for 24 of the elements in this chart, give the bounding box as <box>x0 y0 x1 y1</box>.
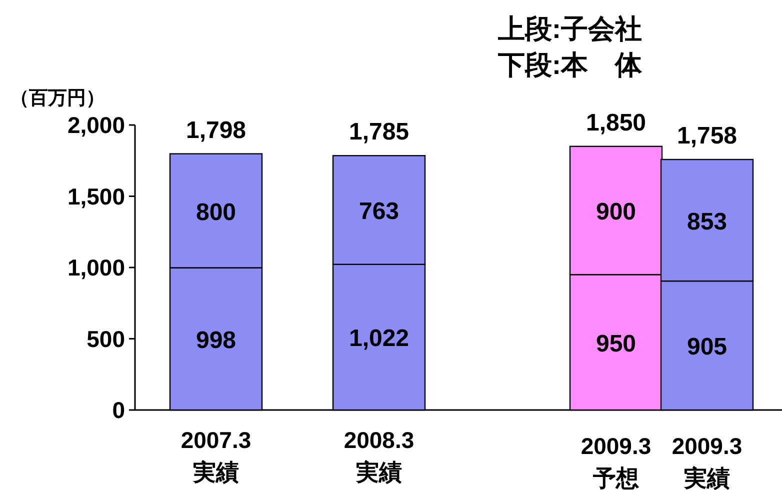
y-tick-label: 1,500 <box>67 183 125 210</box>
x-tick-label: 2007.3 実績 <box>180 427 252 485</box>
total-label: 1,850 <box>586 109 646 136</box>
text: 上段:子会社 <box>497 14 642 44</box>
x-tick-label: 2009.3 予想 <box>580 433 652 490</box>
data-label: 950 <box>596 330 636 358</box>
y-tick-label: 500 <box>86 326 125 352</box>
y-tick-label: 0 <box>112 397 125 423</box>
data-label: 800 <box>196 198 236 226</box>
total-label: 1,758 <box>676 122 738 150</box>
data-label: 905 <box>686 334 728 361</box>
data-label: 900 <box>596 198 636 226</box>
y-tick-label: 1,000 <box>67 254 125 280</box>
data-label: 853 <box>686 208 728 236</box>
y-axis-title: （百万円） <box>10 88 105 109</box>
total-label: 1,785 <box>348 118 410 146</box>
data-label: 763 <box>358 198 400 225</box>
x-tick-label: 2008.3 実績 <box>344 427 414 485</box>
x-tick-label: 2009.3 実績 <box>672 433 742 490</box>
text: 下段:本 体 <box>497 50 643 80</box>
total-label: 1,798 <box>186 116 246 144</box>
data-label: 1,022 <box>348 325 410 352</box>
data-label: 998 <box>196 326 236 354</box>
y-tick-label: 2,000 <box>67 112 125 138</box>
